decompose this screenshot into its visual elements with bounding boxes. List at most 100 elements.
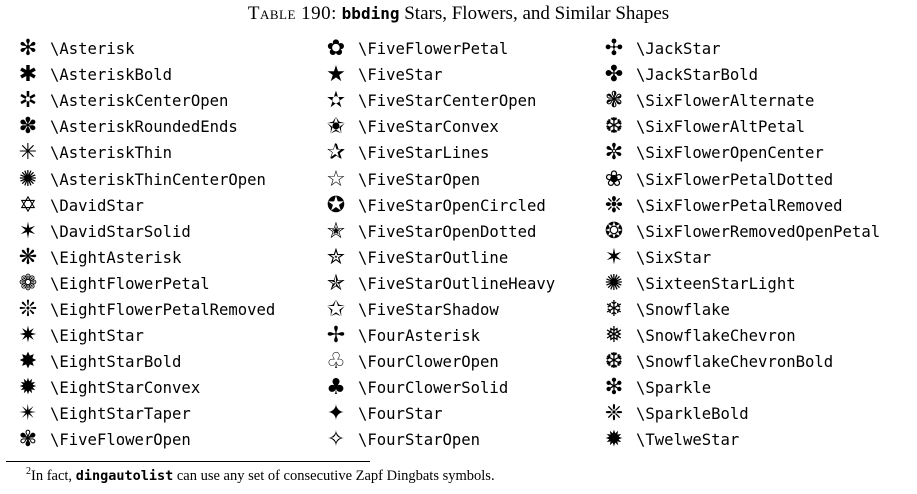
symbol-row: ✺ \SixteenStarLight bbox=[592, 271, 880, 297]
symbol-row: ✡ \DavidStar bbox=[6, 193, 275, 219]
symbol-column-3: ✣ \JackStar ✤ \JackStarBold ❃ \SixFlowerAlter… bbox=[592, 36, 880, 454]
david-star-icon: ✡ bbox=[18, 192, 38, 218]
five-star-lines-icon: ✰ bbox=[326, 140, 346, 166]
asterisk-thin-center-open-icon: ✺ bbox=[18, 166, 38, 192]
symbol-row: ❇ \Sparkle bbox=[592, 375, 880, 401]
symbol-column-2: ✿ \FiveFlowerPetal ★ \FiveStar ✫ \FiveStarCen… bbox=[314, 36, 555, 454]
command-name: \TwelweStar bbox=[636, 431, 740, 450]
eight-flower-petal-icon: ❁ bbox=[18, 270, 38, 296]
command-name: \FiveStarOpenDotted bbox=[358, 222, 537, 241]
command-name: \FourAsterisk bbox=[358, 327, 481, 346]
command-name: \FiveStarOutline bbox=[358, 248, 509, 267]
footnote-rule bbox=[6, 461, 370, 462]
command-name: \Asterisk bbox=[50, 40, 135, 59]
symbol-row: ✬ \FiveStarConvex bbox=[314, 114, 555, 140]
asterisk-center-open-icon: ✲ bbox=[18, 88, 38, 114]
table-number: Table 190: bbox=[247, 3, 337, 24]
footnote-text-after: can use any set of consecutive Zapf Ding… bbox=[173, 468, 495, 484]
command-name: \EightFlowerPetal bbox=[50, 274, 210, 293]
five-star-outline-icon: ✮ bbox=[326, 244, 346, 270]
eight-flower-petal-removed-icon: ❊ bbox=[18, 296, 38, 322]
command-name: \AsteriskThin bbox=[50, 144, 173, 163]
symbol-row: ✾ \FiveFlowerOpen bbox=[6, 427, 275, 453]
six-flower-alternate-icon: ❃ bbox=[604, 88, 624, 114]
symbol-row: ✢ \FourAsterisk bbox=[314, 323, 555, 349]
asterisk-icon: ✻ bbox=[18, 36, 38, 62]
jack-star-icon: ✣ bbox=[604, 36, 624, 62]
four-star-open-icon: ✧ bbox=[326, 427, 346, 453]
six-flower-alt-petal-icon: ❆ bbox=[604, 114, 624, 140]
symbol-row: ❀ \SixFlowerPetalDotted bbox=[592, 166, 880, 192]
eight-asterisk-icon: ❋ bbox=[18, 244, 38, 270]
command-name: \FiveStarLines bbox=[358, 144, 490, 163]
symbol-row: ✿ \FiveFlowerPetal bbox=[314, 36, 555, 62]
command-name: \FiveFlowerOpen bbox=[50, 431, 191, 450]
symbol-row: ✰ \FiveStarLines bbox=[314, 140, 555, 166]
command-name: \FiveStarShadow bbox=[358, 300, 499, 319]
command-name: \AsteriskRoundedEnds bbox=[50, 118, 238, 137]
symbol-row: ✣ \JackStar bbox=[592, 36, 880, 62]
command-name: \SnowflakeChevronBold bbox=[636, 353, 834, 372]
snowflake-chevron-icon: ❅ bbox=[604, 323, 624, 349]
twelve-star-icon: ✹ bbox=[604, 427, 624, 453]
command-name: \SixFlowerPetalDotted bbox=[636, 170, 834, 189]
symbol-row: ✸ \EightStarBold bbox=[6, 349, 275, 375]
sparkle-bold-icon: ❈ bbox=[604, 401, 624, 427]
symbol-row: ❆ \SnowflakeChevronBold bbox=[592, 349, 880, 375]
six-star-icon: ✶ bbox=[604, 244, 624, 270]
footnote-mark: 2 bbox=[26, 466, 31, 477]
symbol-row: ★ \FiveStar bbox=[314, 62, 555, 88]
five-star-icon: ★ bbox=[326, 62, 346, 88]
five-star-convex-icon: ✬ bbox=[326, 114, 346, 140]
six-flower-removed-open-petal-icon: ❂ bbox=[604, 218, 624, 244]
four-clover-solid-icon: ♣ bbox=[326, 375, 346, 401]
command-name: \FiveStar bbox=[358, 66, 443, 85]
command-name: \SixFlowerPetalRemoved bbox=[636, 196, 843, 215]
symbol-row: ✹ \EightStarConvex bbox=[6, 375, 275, 401]
command-name: \SnowflakeChevron bbox=[636, 327, 796, 346]
command-name: \FourStarOpen bbox=[358, 431, 481, 450]
command-name: \EightStarBold bbox=[50, 353, 182, 372]
symbol-row: ❃ \SixFlowerAlternate bbox=[592, 88, 880, 114]
six-flower-open-center-icon: ✼ bbox=[604, 140, 624, 166]
asterisk-rounded-ends-icon: ✽ bbox=[18, 114, 38, 140]
symbol-row: ✦ \FourStar bbox=[314, 401, 555, 427]
table-caption: Table 190: bbding Stars, Flowers, and Si… bbox=[0, 3, 917, 25]
david-star-solid-icon: ✶ bbox=[18, 218, 38, 244]
symbol-row: ✻ \Asterisk bbox=[6, 36, 275, 62]
command-name: \EightStarConvex bbox=[50, 379, 201, 398]
command-name: \Sparkle bbox=[636, 379, 712, 398]
symbol-row: ❊ \EightFlowerPetalRemoved bbox=[6, 296, 276, 323]
command-name: \AsteriskThinCenterOpen bbox=[50, 170, 266, 189]
symbol-column-1: ✻ \Asterisk ✱ \AsteriskBold ✲ \AsteriskCenter… bbox=[6, 36, 276, 454]
symbol-row: ✮ \FiveStarOutline bbox=[314, 245, 555, 271]
symbol-row: ✹ \TwelweStar bbox=[592, 427, 880, 453]
command-name: \FiveStarOpenCircled bbox=[358, 196, 546, 215]
command-name: \SixFlowerAltPetal bbox=[636, 118, 805, 137]
symbol-row: ☆ \FiveStarOpen bbox=[314, 166, 555, 192]
five-flower-open-icon: ✾ bbox=[18, 427, 38, 453]
command-name: \SixStar bbox=[636, 248, 712, 267]
command-name: \SixFlowerRemovedOpenPetal bbox=[636, 222, 881, 241]
command-name: \AsteriskCenterOpen bbox=[50, 92, 229, 111]
symbol-row: ✺ \AsteriskThinCenterOpen bbox=[6, 166, 275, 192]
five-star-open-dotted-icon: ✭ bbox=[326, 218, 346, 244]
symbol-row: ✲ \AsteriskCenterOpen bbox=[6, 88, 275, 114]
snowflake-chevron-bold-icon: ❆ bbox=[604, 349, 624, 375]
command-name: \FiveStarOutlineHeavy bbox=[358, 274, 556, 293]
command-name: \FourStar bbox=[358, 405, 443, 424]
command-name: \EightStar bbox=[50, 327, 144, 346]
symbol-row: ♧ \FourClowerOpen bbox=[314, 349, 555, 375]
footnote-text-before: In fact, bbox=[31, 468, 76, 484]
symbol-row: ❅ \SnowflakeChevron bbox=[592, 323, 880, 349]
five-star-center-open-icon: ✫ bbox=[326, 88, 346, 114]
symbol-row: ✱ \AsteriskBold bbox=[6, 62, 275, 88]
symbol-row: ✯ \FiveStarOutlineHeavy bbox=[314, 271, 555, 297]
eight-star-bold-icon: ✸ bbox=[18, 349, 38, 375]
symbol-row: ✫ \FiveStarCenterOpen bbox=[314, 88, 555, 114]
command-name: \DavidStarSolid bbox=[50, 222, 191, 241]
symbol-row: ❂ \SixFlowerRemovedOpenPetal bbox=[592, 219, 880, 245]
command-name: \EightFlowerPetalRemoved bbox=[50, 300, 276, 319]
symbol-row: ✪ \FiveStarOpenCircled bbox=[314, 193, 555, 219]
five-flower-petal-icon: ✿ bbox=[326, 36, 346, 62]
